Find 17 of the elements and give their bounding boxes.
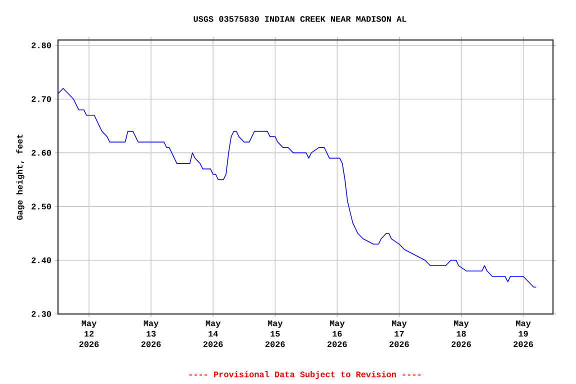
y-tick-label: 2.80: [32, 42, 51, 48]
x-tick-label: May 16 2026: [328, 320, 347, 348]
y-tick-label: 2.40: [32, 257, 51, 264]
x-tick-label: May 14 2026: [203, 320, 223, 348]
text: ---- Provisional Data Subject to Revision ----: [189, 371, 420, 379]
x-tick-label: May 18 2026: [452, 320, 471, 348]
y-tick-label: 2.50: [32, 204, 51, 210]
x-tick-label: May 19 2026: [514, 320, 533, 348]
y-axis-title: Gage height, feet: [16, 134, 24, 220]
x-tick-label: May 17 2026: [390, 320, 409, 348]
x-tick-label: May 13 2026: [141, 320, 161, 348]
chart-title: USGS 03575830 INDIAN CREEK NEAR MADISON AL: [194, 16, 406, 22]
y-tick-label: 2.70: [32, 96, 51, 102]
y-tick-label: 2.30: [32, 311, 51, 317]
x-tick-label: May 12 2026: [79, 320, 99, 348]
y-tick-label: 2.60: [32, 150, 51, 156]
x-tick-label: May 15 2026: [265, 320, 285, 348]
